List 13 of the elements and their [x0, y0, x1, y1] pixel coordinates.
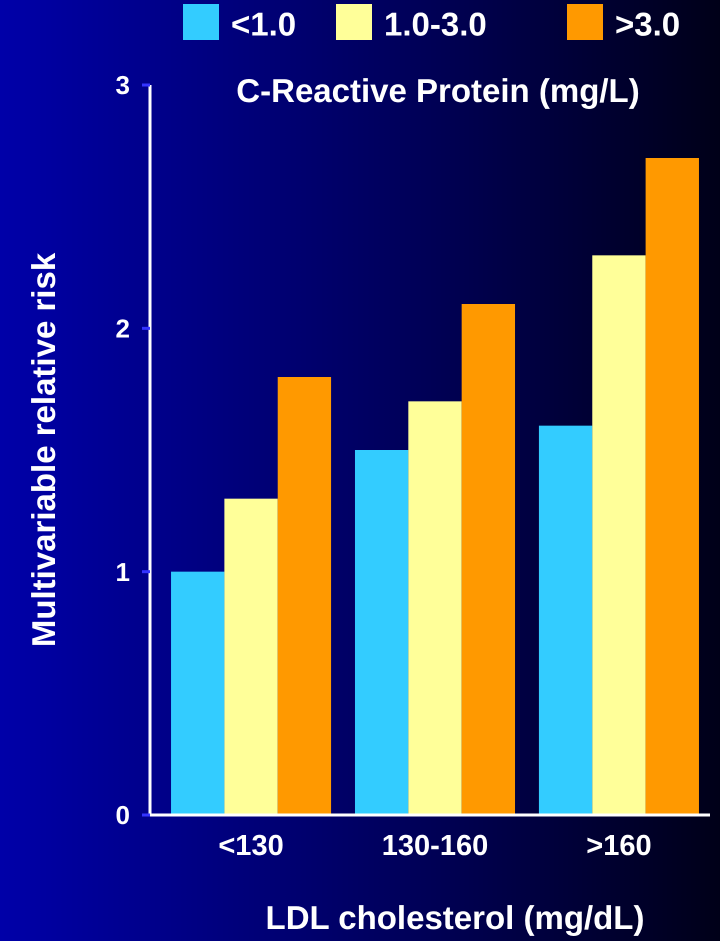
legend-label: >3.0 [615, 6, 680, 43]
legend-label: 1.0-3.0 [384, 6, 487, 43]
y-tick-label: 3 [116, 70, 130, 100]
legend-title: C-Reactive Protein (mg/L) [236, 72, 640, 109]
y-tick-label: 0 [116, 800, 130, 830]
x-tick-label: >160 [586, 830, 652, 862]
x-axis-title: LDL cholesterol (mg/dL) [266, 899, 644, 936]
x-tick-label: 130-160 [382, 830, 488, 862]
legend-label: <1.0 [231, 6, 296, 43]
y-axis-title: Multivariable relative risk [25, 252, 62, 648]
y-tick-label: 1 [116, 556, 130, 587]
y-tick-label: 2 [116, 313, 130, 344]
x-tick-label: <130 [218, 830, 284, 862]
